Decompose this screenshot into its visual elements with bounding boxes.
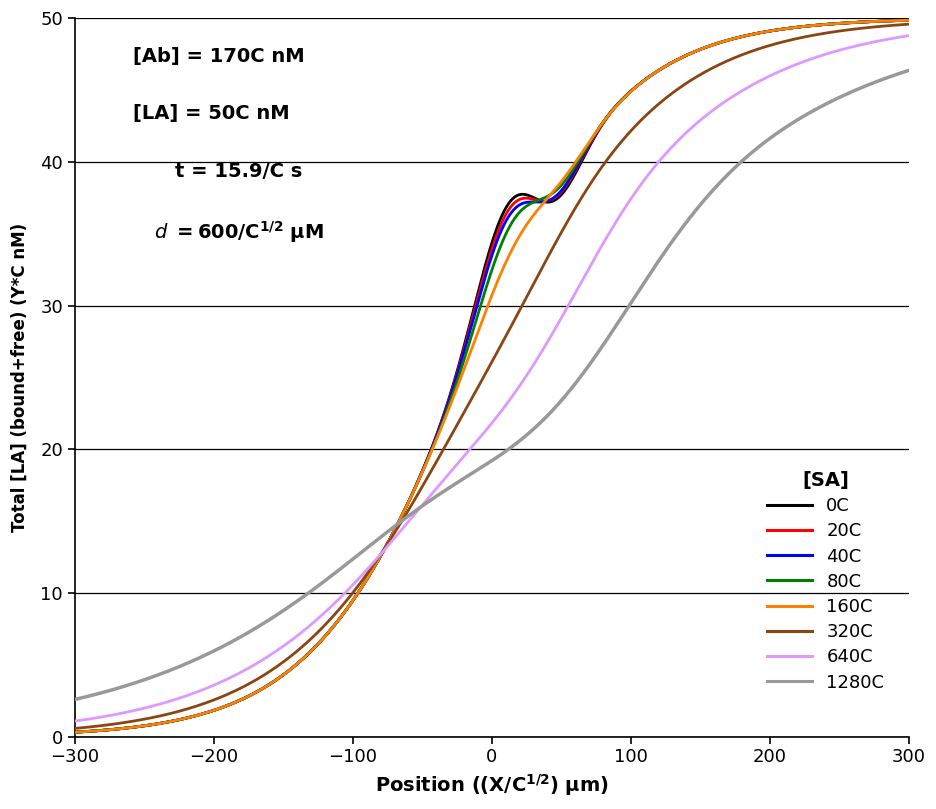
Y-axis label: Total [LA] (bound+free) (Y*C nM): Total [LA] (bound+free) (Y*C nM) — [11, 222, 29, 532]
Text: [Ab] = 170C nM: [Ab] = 170C nM — [133, 47, 304, 66]
Legend: 0C, 20C, 40C, 80C, 160C, 320C, 640C, 1280C: 0C, 20C, 40C, 80C, 160C, 320C, 640C, 128… — [759, 464, 890, 699]
Text: t = 15.9/C s: t = 15.9/C s — [175, 162, 301, 181]
X-axis label: Position $\mathregular{((X/C^{1/2})\ \mu m)}$: Position $\mathregular{((X/C^{1/2})\ \mu… — [374, 772, 608, 798]
Text: $\mathit{d}$ $\mathregular{= 600/C^{1/2}\ \mu M}$: $\mathit{d}$ $\mathregular{= 600/C^{1/2}… — [154, 219, 324, 245]
Text: [LA] = 50C nM: [LA] = 50C nM — [133, 104, 289, 123]
